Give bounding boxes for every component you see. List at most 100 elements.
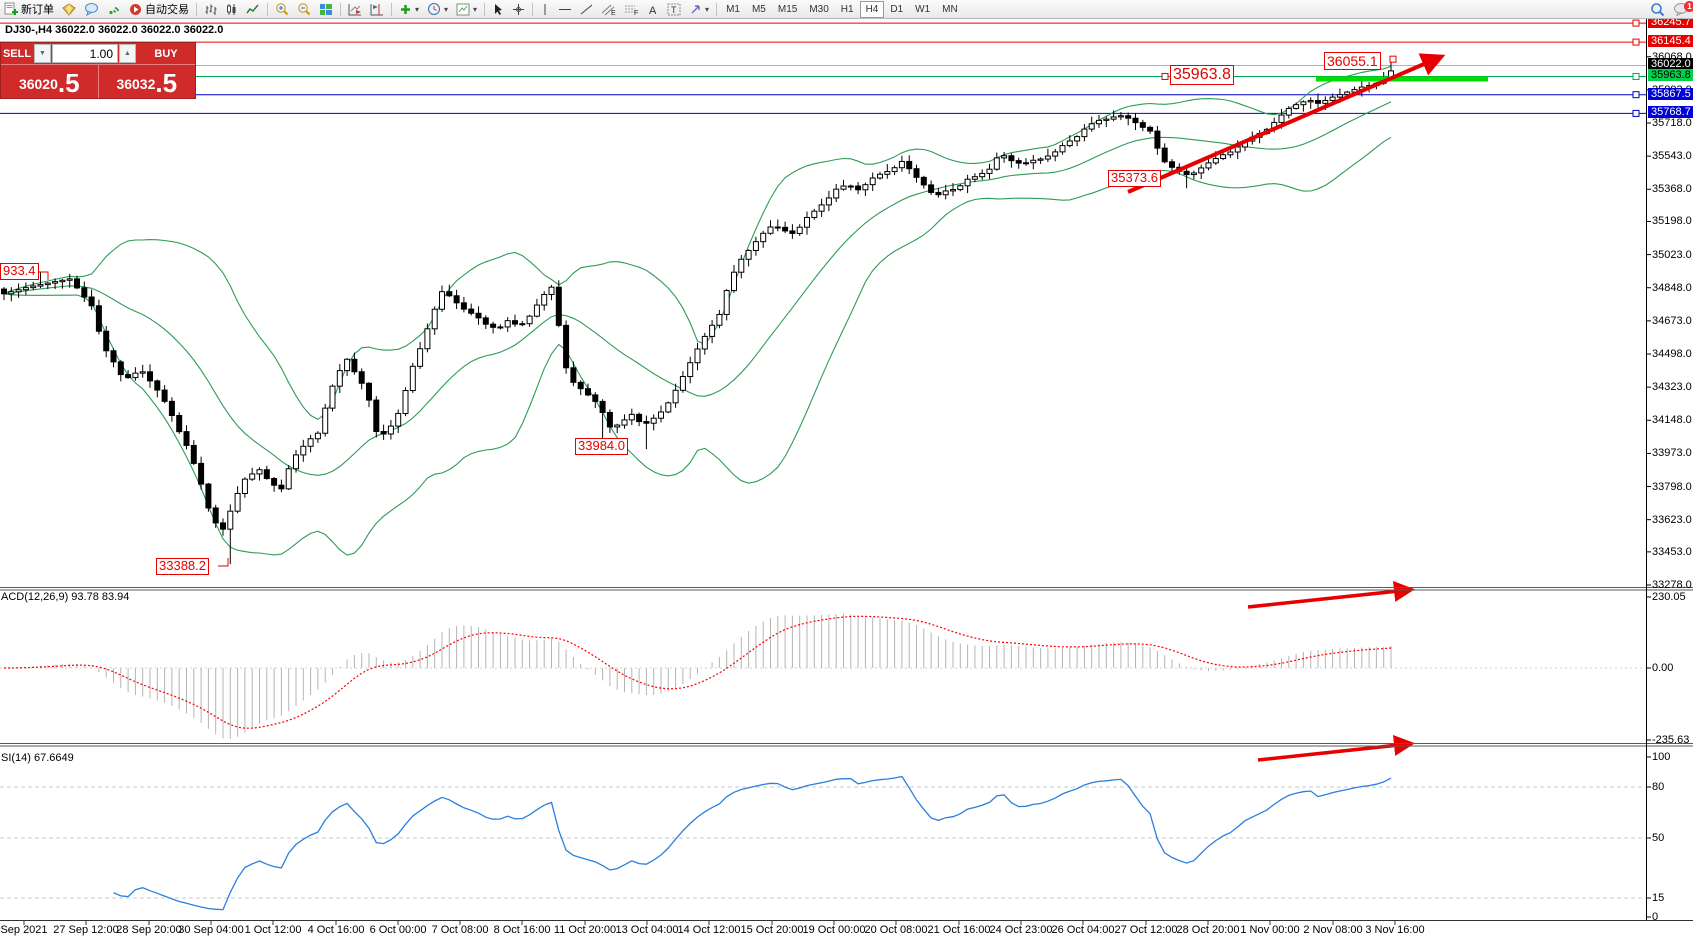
zoom-out-button[interactable] bbox=[293, 1, 315, 17]
horizontal-line-tool-button[interactable] bbox=[554, 1, 576, 17]
candle-body bbox=[1293, 104, 1300, 109]
line-chart-mode-button[interactable] bbox=[242, 1, 264, 17]
price-tick-label: 35198.0 bbox=[1652, 215, 1692, 228]
timeframe-button-m30[interactable]: M30 bbox=[809, 3, 829, 15]
arrows-tool-button[interactable]: ▾ bbox=[685, 1, 713, 17]
timeframe-button-w1[interactable]: W1 bbox=[915, 3, 931, 15]
annotation-marker bbox=[1161, 72, 1169, 80]
trend-arrow[interactable] bbox=[1127, 53, 1446, 194]
time-axis-label: 8 Oct 16:00 bbox=[493, 924, 551, 936]
price-tick-label: 35543.0 bbox=[1652, 150, 1692, 163]
trend-arrow[interactable] bbox=[1247, 581, 1415, 609]
price-annotation[interactable]: 35963.8 bbox=[1170, 65, 1234, 86]
candle-body bbox=[402, 390, 409, 415]
fibonacci-tool-button[interactable]: F bbox=[620, 1, 643, 17]
sell-button[interactable]: SELL bbox=[2, 47, 32, 60]
chart-canvas[interactable] bbox=[0, 18, 1693, 940]
notifications-icon[interactable]: 1 bbox=[1673, 1, 1693, 16]
candle-body bbox=[898, 160, 905, 169]
rsi-axis-label: 100 bbox=[1652, 751, 1671, 763]
candle-body bbox=[205, 483, 212, 509]
periods-button[interactable]: ▾ bbox=[423, 1, 452, 17]
candle-body bbox=[1234, 146, 1241, 153]
price-annotation[interactable]: 33984.0 bbox=[575, 438, 628, 455]
vertical-line-tool-button[interactable] bbox=[536, 1, 554, 17]
support-highlight-line[interactable] bbox=[1316, 76, 1488, 82]
candle-body bbox=[964, 178, 971, 187]
candle-body bbox=[533, 304, 540, 317]
signals-button[interactable] bbox=[103, 1, 125, 17]
text-tool-button[interactable]: A bbox=[643, 1, 663, 17]
candle-body bbox=[979, 172, 986, 178]
price-annotation[interactable]: 933.4 bbox=[0, 263, 39, 280]
bar-chart-mode-button[interactable] bbox=[200, 1, 221, 17]
candle-body bbox=[862, 184, 869, 191]
new-order-button[interactable]: 新订单 bbox=[0, 1, 58, 17]
candle-body bbox=[139, 371, 146, 374]
volume-input[interactable]: 1.00 bbox=[52, 44, 118, 63]
zoom-out-icon bbox=[297, 2, 311, 16]
candle-body bbox=[526, 315, 533, 325]
community-button[interactable] bbox=[80, 1, 103, 17]
candle-body bbox=[585, 388, 591, 396]
cursor-tool-button[interactable] bbox=[488, 1, 508, 17]
candle-body bbox=[913, 168, 920, 178]
candle-body bbox=[366, 382, 372, 401]
candle-body bbox=[950, 189, 956, 192]
candle-body bbox=[1, 288, 7, 295]
price-marker-label: 35867.5 bbox=[1648, 87, 1693, 100]
new-order-label: 新订单 bbox=[21, 4, 54, 16]
templates-button[interactable]: ▾ bbox=[452, 1, 481, 17]
price-annotation[interactable]: 36055.1 bbox=[1324, 52, 1381, 71]
toolbar-separator bbox=[391, 2, 392, 16]
sell-price[interactable]: 36020.5 bbox=[1, 65, 99, 98]
candle-body bbox=[190, 444, 197, 464]
timeframe-button-mn[interactable]: MN bbox=[942, 3, 958, 15]
volume-decrease-button[interactable]: ▼ bbox=[34, 44, 51, 63]
search-icon[interactable] bbox=[1650, 2, 1665, 17]
equidistant-channel-tool-button[interactable]: E bbox=[597, 1, 620, 17]
candle-body bbox=[468, 308, 475, 314]
trend-arrow[interactable] bbox=[1257, 735, 1415, 762]
auto-scroll-button[interactable] bbox=[344, 1, 366, 17]
indicators-button[interactable]: ▾ bbox=[395, 1, 423, 17]
candle-chart-mode-button[interactable] bbox=[221, 1, 242, 17]
time-axis-label: 24 Oct 23:00 bbox=[989, 924, 1053, 936]
trendline-tool-button[interactable] bbox=[576, 1, 597, 17]
time-axis-label: 13 Oct 04:00 bbox=[615, 924, 679, 936]
time-axis-label: 15 Oct 20:00 bbox=[740, 924, 804, 936]
text-label-tool-button[interactable]: T bbox=[663, 1, 685, 17]
price-annotation[interactable]: 33388.2 bbox=[156, 558, 209, 575]
volume-increase-button[interactable]: ▲ bbox=[119, 44, 136, 63]
candle-body bbox=[1037, 158, 1044, 161]
timeframe-button-h4[interactable]: H4 bbox=[859, 0, 885, 18]
gold-gem-icon bbox=[62, 2, 76, 16]
macd-indicator-label: ACD(12,26,9) 93.78 83.94 bbox=[1, 591, 130, 603]
timeframe-button-h1[interactable]: H1 bbox=[840, 3, 854, 15]
chart-shift-button[interactable] bbox=[366, 1, 388, 17]
auto-trading-button[interactable]: 自动交易 bbox=[125, 1, 193, 17]
buy-button[interactable]: BUY bbox=[154, 47, 178, 60]
time-axis-label: 27 Sep 12:00 bbox=[53, 924, 119, 936]
toolbar-separator bbox=[196, 2, 197, 16]
buy-price[interactable]: 36032.5 bbox=[99, 65, 196, 98]
zoom-in-button[interactable] bbox=[271, 1, 293, 17]
candle-body bbox=[497, 326, 504, 329]
candle-body bbox=[818, 204, 825, 212]
timeframe-button-m15[interactable]: M15 bbox=[777, 3, 798, 15]
timeframe-button-m1[interactable]: M1 bbox=[726, 3, 740, 15]
candle-body bbox=[738, 258, 745, 273]
candle-body bbox=[81, 287, 88, 298]
timeframe-button-d1[interactable]: D1 bbox=[890, 3, 904, 15]
price-annotation[interactable]: 35373.6 bbox=[1108, 170, 1161, 187]
auto-trading-label: 自动交易 bbox=[145, 4, 189, 16]
sell-price-main: 36020 bbox=[18, 76, 58, 92]
toolbar-separator bbox=[716, 2, 718, 16]
timeframe-button-m5[interactable]: M5 bbox=[751, 3, 766, 15]
candle-body bbox=[1023, 162, 1029, 165]
crosshair-tool-button[interactable] bbox=[508, 1, 529, 17]
market-watch-button[interactable] bbox=[58, 1, 80, 17]
tile-windows-button[interactable] bbox=[315, 1, 337, 17]
candle-body bbox=[855, 185, 862, 191]
candle-body bbox=[344, 358, 351, 372]
